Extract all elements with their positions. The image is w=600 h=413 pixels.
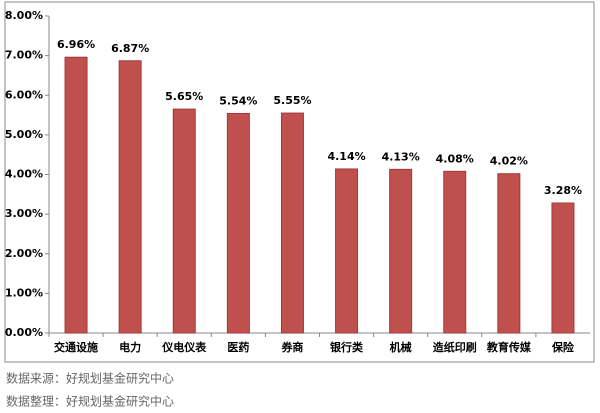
value-label: 4.13% bbox=[382, 150, 420, 163]
x-tick-label: 教育传媒 bbox=[486, 340, 532, 354]
value-label: 4.08% bbox=[436, 152, 474, 165]
y-tick-label: 3.00% bbox=[5, 207, 43, 220]
source-note: 数据来源：好规划基金研究中心 bbox=[6, 371, 174, 386]
x-tick-label: 造纸印刷 bbox=[433, 340, 477, 354]
value-label: 4.02% bbox=[490, 155, 528, 168]
x-tick-label: 银行类 bbox=[330, 340, 364, 354]
y-tick-label: 2.00% bbox=[5, 247, 43, 260]
x-tick-label: 机械 bbox=[390, 340, 412, 354]
value-label: 4.14% bbox=[327, 150, 365, 163]
chart-border bbox=[4, 1, 595, 363]
x-tick-label: 交通设施 bbox=[54, 340, 98, 354]
bar bbox=[118, 60, 142, 334]
bar bbox=[172, 108, 196, 334]
y-tick-label: 6.00% bbox=[5, 88, 43, 101]
value-label: 5.54% bbox=[219, 94, 257, 107]
bar bbox=[226, 112, 250, 334]
bar bbox=[497, 173, 521, 334]
value-label: 6.87% bbox=[111, 42, 149, 55]
y-tick-label: 5.00% bbox=[5, 128, 43, 141]
bar bbox=[551, 202, 575, 334]
value-label: 6.96% bbox=[57, 38, 95, 51]
value-label: 3.28% bbox=[544, 184, 582, 197]
y-tick-label: 1.00% bbox=[5, 286, 43, 299]
value-label: 5.65% bbox=[165, 90, 203, 103]
x-tick-label: 电力 bbox=[119, 340, 141, 354]
x-tick-label: 仪电仪表 bbox=[161, 340, 207, 354]
y-tick-label: 0.00% bbox=[5, 326, 43, 339]
x-tick-label: 保险 bbox=[551, 340, 575, 354]
source-note: 数据整理：好规划基金研究中心 bbox=[6, 394, 174, 409]
bar bbox=[389, 168, 413, 334]
value-label: 5.55% bbox=[273, 94, 311, 107]
bar bbox=[280, 112, 304, 334]
x-tick-label: 券商 bbox=[280, 340, 303, 354]
bar bbox=[64, 56, 88, 334]
y-tick-label: 8.00% bbox=[5, 9, 43, 22]
bar bbox=[443, 170, 467, 334]
y-tick-label: 4.00% bbox=[5, 168, 43, 181]
x-tick-label: 医药 bbox=[227, 340, 249, 354]
bar bbox=[335, 168, 359, 334]
y-tick-label: 7.00% bbox=[5, 49, 43, 62]
